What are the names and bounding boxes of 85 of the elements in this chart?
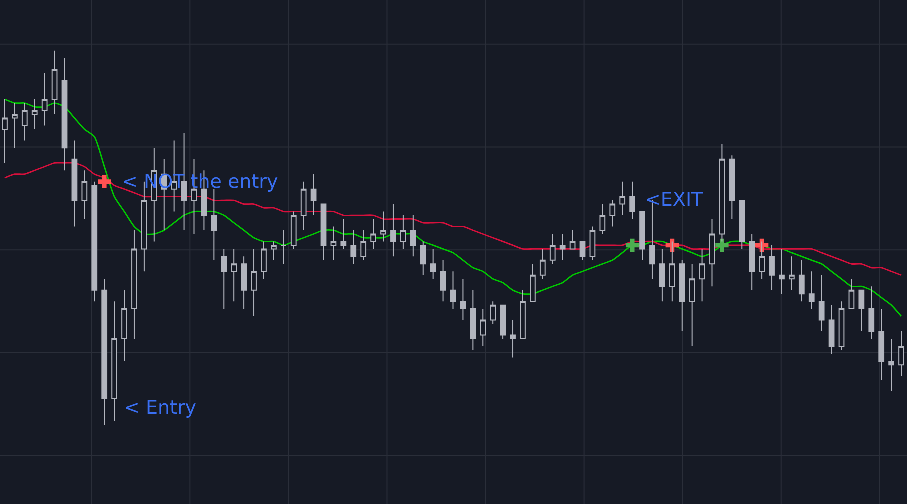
annotation: <EXIT: [645, 189, 704, 211]
candlestick: [122, 290, 128, 362]
candlestick: [390, 204, 396, 258]
candlestick: [300, 181, 307, 231]
candlestick: [510, 320, 516, 358]
candlestick: [241, 256, 247, 310]
candlestick: [620, 181, 626, 216]
candlestick: [779, 248, 785, 295]
candlestick: [360, 230, 367, 261]
candlestick: [560, 234, 566, 261]
candlestick: [132, 230, 138, 340]
candlestick: [221, 248, 228, 310]
candlestick: [749, 234, 756, 291]
candlestick: [590, 226, 596, 261]
candlestick: [32, 99, 38, 130]
candlestick: [669, 241, 676, 302]
candlestick: [112, 301, 118, 422]
candlestick: [878, 308, 885, 381]
candlestick: [42, 72, 48, 126]
candlestick: [679, 260, 686, 332]
candlestick: [630, 181, 636, 220]
candlestick: [689, 264, 696, 347]
candlestick: [231, 248, 238, 302]
candlestick: [22, 102, 28, 142]
candlestick: [340, 218, 347, 250]
candlestick: [470, 290, 476, 351]
candlestick: [460, 278, 466, 321]
candlestick: [52, 50, 58, 115]
candlestick: [450, 271, 456, 310]
candlestick: [808, 271, 815, 310]
candlestick: [868, 286, 875, 340]
candlestick: [350, 230, 357, 265]
candlestick: [400, 215, 406, 250]
candlestick: [818, 274, 825, 332]
candlestick: [739, 200, 746, 250]
candlestick: [828, 304, 835, 354]
candlestick: [271, 241, 277, 261]
candlestick: [261, 241, 267, 280]
candlestick: [769, 244, 775, 291]
candlestick: [12, 102, 18, 149]
candlestick: [898, 331, 904, 377]
candlestick: [410, 215, 416, 258]
candlestick: [580, 241, 586, 261]
candlestick: [280, 230, 287, 265]
candlestick: [759, 241, 765, 280]
candlestick: [570, 230, 576, 250]
candlestick: [600, 204, 606, 235]
candlestick: [320, 204, 327, 261]
candlestick: [540, 248, 546, 280]
candlestick: [709, 218, 716, 288]
candlestick: [82, 170, 88, 220]
candlestick: [729, 155, 736, 220]
candlestick: [440, 260, 446, 302]
candlestick: [500, 304, 506, 340]
candlestick: [310, 174, 317, 216]
candlestick: [610, 200, 616, 228]
candlestick: [490, 301, 496, 325]
candlestick: [380, 211, 386, 242]
candlestick: [848, 278, 855, 310]
candlestick: [420, 241, 426, 276]
candlestick: [888, 338, 894, 392]
candlestick: [370, 218, 376, 250]
candlestick: [211, 188, 218, 261]
candlestick: [251, 248, 257, 318]
candlestick: [102, 278, 108, 426]
candlestick: [62, 58, 68, 172]
candlestick: [142, 181, 148, 272]
candlestick: [798, 260, 805, 302]
candlestick: [330, 226, 337, 261]
annotation: < Entry: [124, 397, 197, 419]
candlestick: [838, 301, 845, 351]
candlestick: [480, 308, 486, 347]
candlestick: [92, 181, 98, 302]
candlestick: [290, 211, 297, 250]
candlestick: [858, 290, 865, 332]
candlestick: [530, 264, 536, 302]
candlestick: [72, 140, 78, 228]
candlestick: [640, 211, 646, 261]
candlestick: [789, 256, 795, 291]
candlestick: [520, 290, 526, 340]
candlestick: [719, 144, 726, 242]
candlestick: [550, 234, 556, 265]
candlestick: [660, 248, 666, 302]
candlestick: [699, 248, 706, 302]
candlestick: [430, 248, 436, 280]
